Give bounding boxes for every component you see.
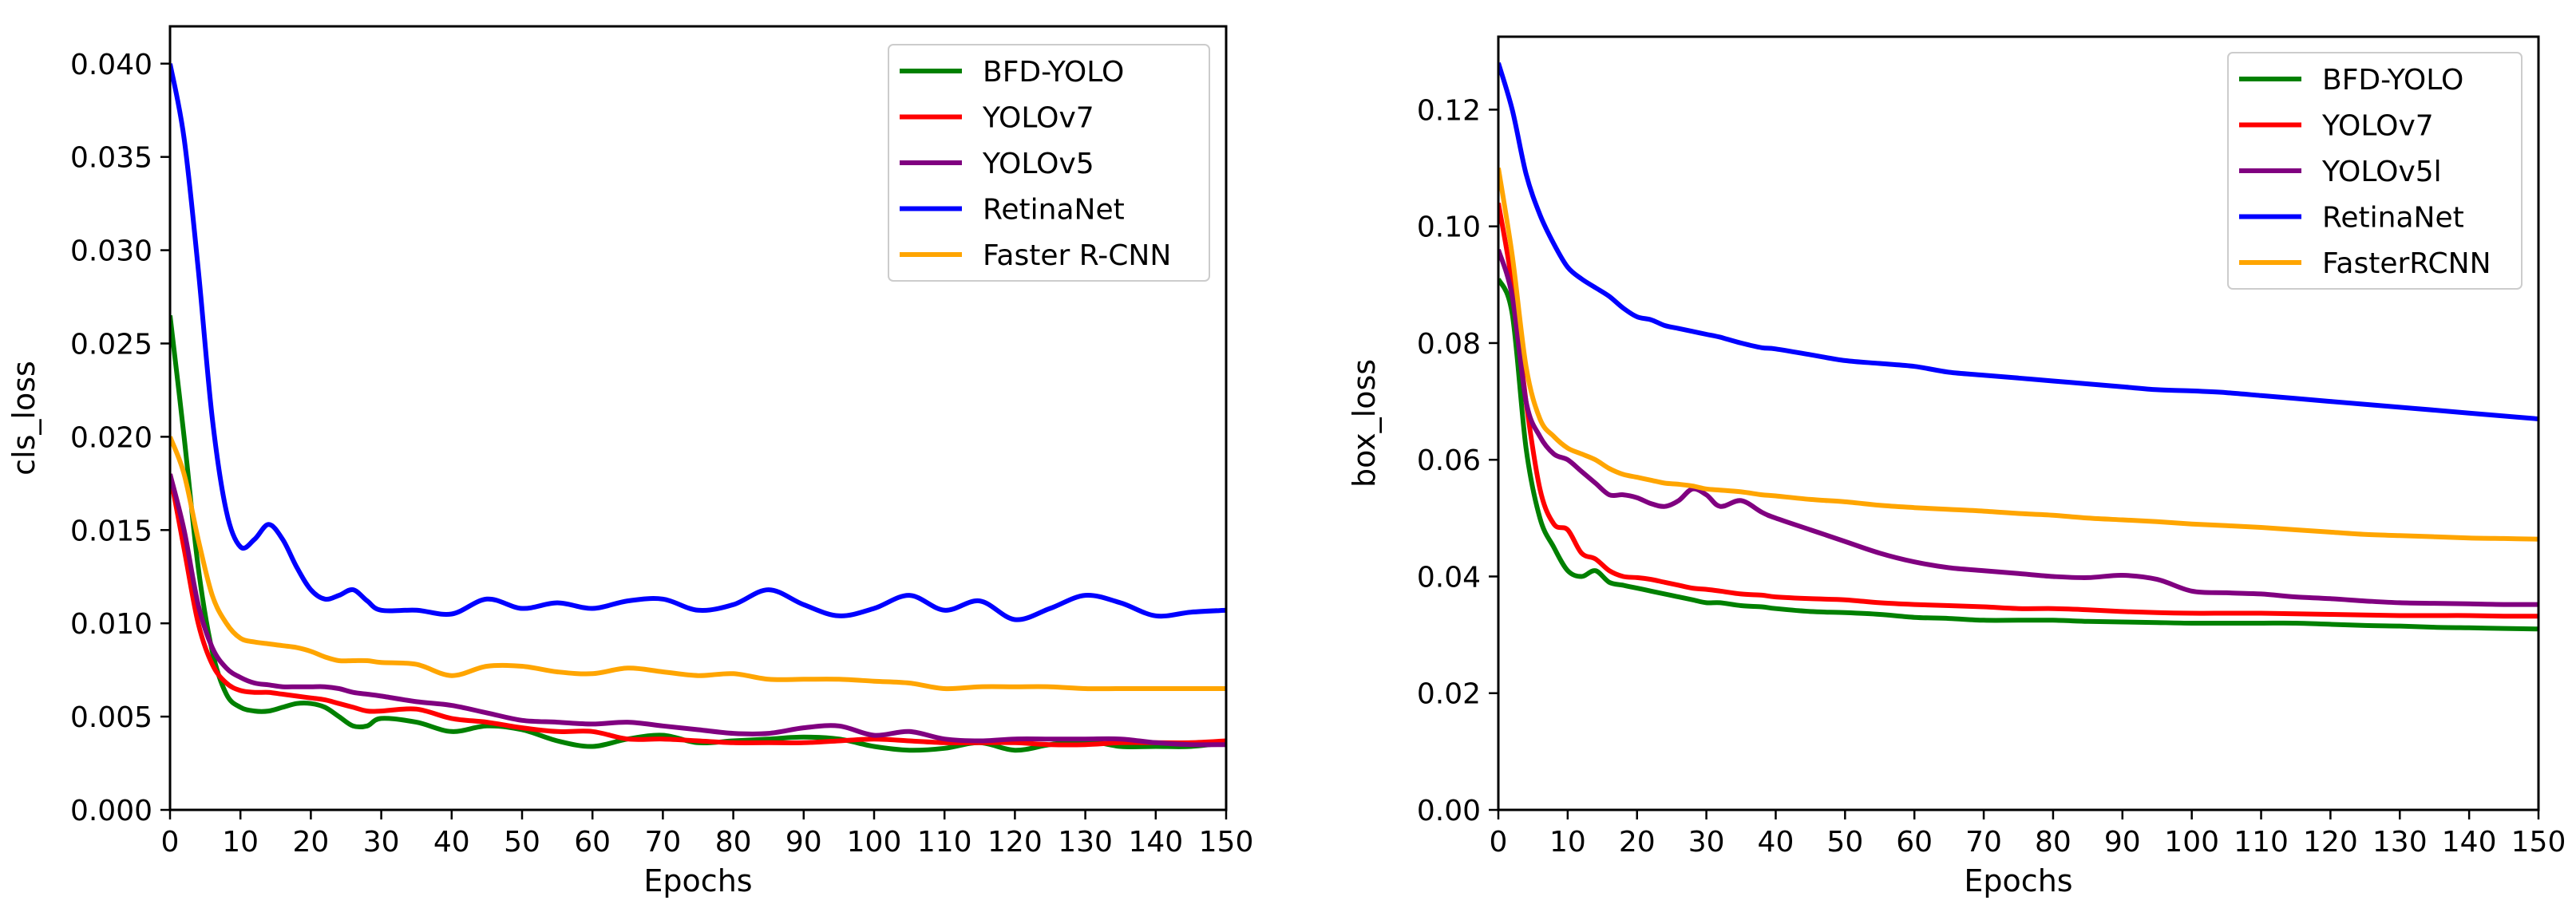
- y-tick-label: 0.025: [70, 328, 152, 361]
- x-axis-label: Epochs: [643, 863, 752, 898]
- legend-entry: YOLOv5: [982, 148, 1094, 180]
- x-tick-label: 80: [715, 826, 752, 859]
- x-tick-label: 90: [785, 826, 822, 859]
- x-tick-label: 110: [917, 826, 972, 859]
- y-tick-label: 0.00: [1417, 795, 1481, 827]
- series-line-retinanet: [170, 63, 1226, 622]
- legend-box: [888, 44, 1210, 282]
- x-tick-label: 110: [2234, 826, 2289, 859]
- y-tick-label: 0.06: [1417, 444, 1481, 477]
- series-lines: [1498, 62, 2538, 632]
- x-tick-label: 50: [1826, 826, 1863, 859]
- x-tick-label: 40: [1758, 826, 1794, 859]
- y-tick-label: 0.010: [70, 608, 152, 641]
- y-tick-label: 0.08: [1417, 328, 1481, 361]
- x-tick-label: 120: [987, 826, 1043, 859]
- legend-entry: FasterRCNN: [2322, 247, 2491, 280]
- legend-entry: RetinaNet: [983, 194, 1125, 227]
- x-tick-label: 40: [433, 826, 470, 859]
- series-line-yolov5: [170, 473, 1226, 748]
- series-line-bfd-yolo: [1498, 278, 2538, 632]
- y-axis-label: box_loss: [1347, 359, 1382, 488]
- legend: BFD-YOLO YOLOv7 YOLOv5 RetinaNet Faster R-CN…: [888, 44, 1210, 282]
- x-tick-label: 10: [1549, 826, 1586, 859]
- legend-entry: BFD-YOLO: [2322, 64, 2463, 97]
- legend-entry: Faster R-CNN: [983, 239, 1171, 272]
- y-tick-label: 0.040: [70, 49, 152, 81]
- x-tick-label: 20: [292, 826, 329, 859]
- x-tick-label: 60: [574, 826, 611, 859]
- x-tick-label: 100: [2164, 826, 2219, 859]
- legend: BFD-YOLO YOLOv7 YOLOv5l RetinaNet FasterRCNN: [2227, 52, 2523, 290]
- x-tick-label: 90: [2104, 826, 2141, 859]
- y-axis-label: cls_loss: [6, 361, 42, 476]
- series-lines: [170, 63, 1226, 753]
- y-tick-label: 0.030: [70, 235, 152, 268]
- legend-box: [2227, 52, 2523, 290]
- x-tick-label: 150: [2511, 826, 2566, 859]
- x-tick-label: 150: [1199, 826, 1254, 859]
- x-tick-label: 70: [644, 826, 681, 859]
- axes-frame: [1497, 35, 2540, 811]
- box-loss-chart: 0 10 20 30 40 50 60 70 80 90 100 110 120 130 140 150 0.0…: [1347, 35, 2566, 898]
- series-line-fasterrcnn: [1498, 168, 2538, 542]
- cls-loss-chart: 0 10 20 30 40 50 60 70 80 90 100 110 120 130 140 150 0.0…: [6, 25, 1254, 898]
- y-tick-label: 0.000: [70, 795, 152, 827]
- x-tick-label: 30: [1688, 826, 1725, 859]
- legend-entry: BFD-YOLO: [983, 56, 1124, 89]
- axes-frame: [168, 25, 1228, 811]
- x-tick-label: 140: [2442, 826, 2497, 859]
- x-tick-label: 20: [1619, 826, 1656, 859]
- y-tick-label: 0.015: [70, 515, 152, 547]
- legend-entry: RetinaNet: [2322, 202, 2464, 235]
- y-tick-label: 0.04: [1417, 561, 1481, 594]
- x-tick-label: 0: [1490, 826, 1508, 859]
- x-axis-label: Epochs: [1964, 863, 2072, 898]
- series-line-retinanet: [1498, 62, 2538, 421]
- x-tick-label: 130: [2372, 826, 2428, 859]
- legend-entry: YOLOv5l: [2321, 156, 2442, 188]
- series-line-yolov7: [1498, 202, 2538, 619]
- x-tick-label: 50: [504, 826, 540, 859]
- x-tick-label: 10: [222, 826, 259, 859]
- series-line-yolov5l: [1498, 248, 2538, 607]
- x-tick-label: 140: [1128, 826, 1183, 859]
- x-tick-label: 70: [1965, 826, 2002, 859]
- x-tick-label: 120: [2303, 826, 2358, 859]
- y-tick-label: 0.02: [1417, 678, 1481, 711]
- legend-entry: YOLOv7: [982, 102, 1094, 135]
- x-tick-label: 60: [1896, 826, 1933, 859]
- y-tick-label: 0.12: [1417, 94, 1481, 127]
- x-tick-label: 30: [363, 826, 400, 859]
- x-tick-label: 130: [1058, 826, 1113, 859]
- y-tick-label: 0.005: [70, 701, 152, 734]
- y-tick-label: 0.10: [1417, 211, 1481, 244]
- legend-entry: YOLOv7: [2321, 110, 2434, 143]
- x-tick-label: 80: [2035, 826, 2071, 859]
- y-tick-label: 0.035: [70, 142, 152, 175]
- x-tick-label: 0: [161, 826, 180, 859]
- x-tick-label: 100: [847, 826, 902, 859]
- y-tick-label: 0.020: [70, 421, 152, 454]
- series-line-faster-r-cnn: [170, 436, 1226, 692]
